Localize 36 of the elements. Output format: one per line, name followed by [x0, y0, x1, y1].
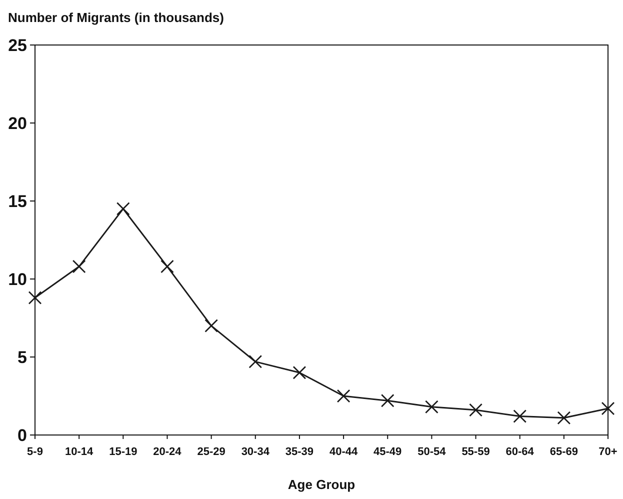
- x-tick-label: 45-49: [374, 446, 402, 458]
- x-tick-label: 10-14: [65, 446, 94, 458]
- point: [380, 394, 394, 408]
- point: [160, 260, 174, 274]
- x-axis-title: Age Group: [288, 477, 356, 492]
- point: [513, 410, 527, 423]
- x-tick-label: 50-54: [418, 446, 447, 458]
- x-tick-label: 30-34: [241, 446, 270, 458]
- y-tick-label: 15: [8, 192, 27, 211]
- y-tick-label: 25: [8, 36, 27, 55]
- y-tick-label: 10: [8, 270, 27, 289]
- y-tick-label: 5: [18, 348, 27, 367]
- x-tick-label: 70+: [598, 446, 618, 458]
- y-axis-title: Number of Migrants (in thousands): [8, 10, 224, 25]
- x-tick-label: 20-24: [153, 446, 182, 458]
- x-tick-label: 35-39: [285, 446, 314, 458]
- point: [424, 400, 438, 414]
- x-tick-label: 65-69: [550, 446, 578, 458]
- point: [292, 366, 306, 380]
- x-tick-label: 5-9: [27, 446, 43, 458]
- point: [248, 354, 262, 368]
- point: [116, 202, 130, 216]
- point: [601, 402, 615, 416]
- point: [72, 260, 86, 274]
- x-tick-label: 40-44: [329, 446, 358, 458]
- point: [469, 403, 482, 417]
- point: [336, 389, 350, 403]
- point: [557, 411, 571, 425]
- x-tick-label: 60-64: [506, 446, 535, 458]
- y-tick-label: 0: [18, 426, 27, 445]
- y-tick-label: 20: [8, 114, 27, 133]
- point: [28, 291, 42, 304]
- x-tick-label: 15-19: [109, 446, 138, 458]
- point: [204, 319, 218, 332]
- x-tick-label: 55-59: [462, 446, 490, 458]
- x-tick-label: 25-29: [197, 446, 226, 458]
